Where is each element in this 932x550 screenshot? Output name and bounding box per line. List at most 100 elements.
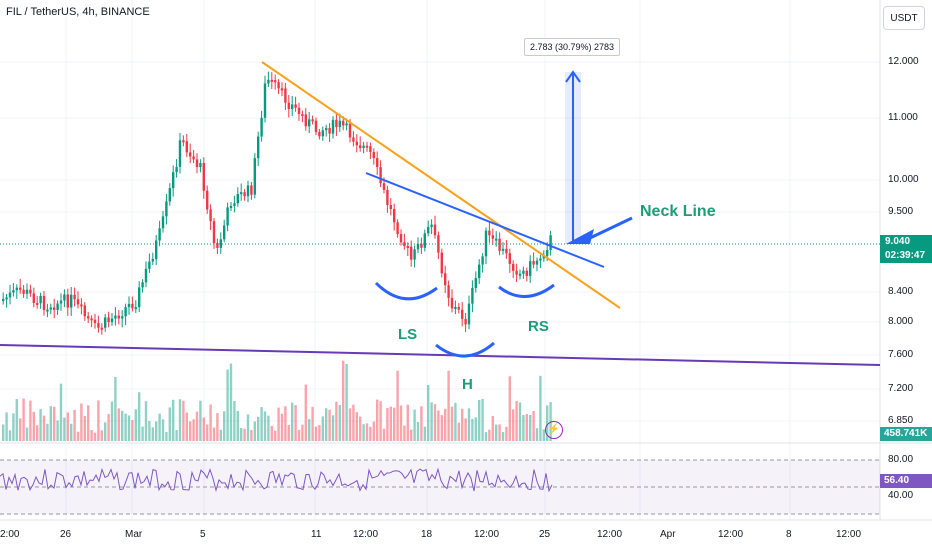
time-label: Mar bbox=[125, 529, 143, 540]
time-label: 12:00 bbox=[836, 529, 862, 540]
price-label: 9.500 bbox=[888, 206, 914, 217]
candle-body bbox=[219, 239, 222, 248]
time-label: 5 bbox=[200, 529, 206, 540]
candle-body bbox=[110, 318, 114, 323]
volume-bars bbox=[2, 360, 552, 441]
volume-bar bbox=[291, 402, 294, 441]
candle-body bbox=[297, 107, 301, 115]
candle-body bbox=[525, 270, 528, 276]
candle-body bbox=[141, 282, 144, 288]
candle-body bbox=[471, 288, 474, 304]
head-label: H bbox=[462, 376, 473, 393]
candle-body bbox=[182, 140, 185, 143]
rsi-label: 80.00 bbox=[888, 454, 914, 465]
candle-body bbox=[461, 309, 464, 319]
candle-body bbox=[348, 123, 352, 138]
volume-bar bbox=[403, 425, 406, 441]
candle-body bbox=[413, 249, 416, 260]
volume-bar bbox=[39, 409, 42, 441]
candle-body bbox=[304, 114, 307, 127]
candle-body bbox=[36, 302, 39, 305]
candle-body bbox=[161, 216, 165, 229]
candle-body bbox=[216, 243, 219, 248]
volume-bar bbox=[257, 416, 260, 441]
price-label: 8.000 bbox=[888, 316, 914, 327]
rsi-tag: 56.40 bbox=[880, 474, 932, 488]
volume-bar bbox=[512, 409, 515, 441]
volume-bar bbox=[270, 425, 273, 441]
candles bbox=[2, 71, 552, 335]
volume-bar bbox=[53, 406, 56, 441]
candle-body bbox=[372, 151, 375, 159]
volume-bar bbox=[471, 418, 474, 441]
time-label: 25 bbox=[539, 529, 551, 540]
candle-body bbox=[267, 79, 270, 84]
volume-bar bbox=[314, 426, 318, 441]
candle-body bbox=[467, 303, 471, 325]
candle-body bbox=[114, 315, 117, 319]
time-label: 12:00 bbox=[597, 529, 623, 540]
volume-bar bbox=[25, 427, 29, 441]
candle-body bbox=[532, 261, 535, 265]
candle-body bbox=[260, 117, 263, 137]
time-label: 8 bbox=[786, 529, 792, 540]
candle-body bbox=[450, 297, 454, 309]
volume-bar bbox=[148, 420, 151, 441]
volume-bar bbox=[399, 405, 403, 441]
candle-body bbox=[433, 224, 437, 236]
volume-bar bbox=[226, 369, 229, 441]
candle-body bbox=[70, 294, 73, 308]
candle-body bbox=[189, 152, 192, 157]
candle-body bbox=[325, 127, 328, 131]
candle-body bbox=[396, 222, 399, 235]
candle-body bbox=[175, 166, 178, 173]
volume-bar bbox=[525, 414, 528, 441]
candle-body bbox=[274, 80, 277, 83]
price-label: 12.000 bbox=[888, 56, 919, 67]
lightning-icon[interactable]: ⚡ bbox=[545, 421, 563, 439]
time-label: Apr bbox=[660, 529, 676, 540]
candle-body bbox=[549, 235, 552, 251]
candle-body bbox=[342, 120, 345, 126]
candle-body bbox=[53, 307, 56, 310]
candle-body bbox=[406, 245, 409, 248]
candle-body bbox=[49, 307, 52, 310]
volume-bar bbox=[46, 423, 49, 441]
volume-bar bbox=[369, 426, 372, 441]
candle-body bbox=[206, 190, 209, 210]
volume-bar bbox=[212, 427, 216, 441]
volume-bar bbox=[206, 424, 209, 441]
currency-button[interactable]: USDT bbox=[883, 6, 925, 30]
candle-body bbox=[100, 327, 103, 330]
volume-bar bbox=[444, 408, 447, 441]
volume-bar bbox=[491, 415, 494, 441]
candle-body bbox=[430, 224, 433, 228]
candle-body bbox=[331, 119, 335, 134]
volume-bar bbox=[185, 412, 188, 441]
volume-bar bbox=[168, 407, 171, 441]
volume-bar bbox=[209, 404, 212, 441]
volume-bar bbox=[440, 415, 443, 441]
volume-bar bbox=[488, 429, 491, 441]
candle-body bbox=[498, 238, 501, 251]
candle-body bbox=[8, 292, 12, 298]
volume-bar bbox=[274, 430, 277, 441]
candle-body bbox=[83, 305, 86, 317]
volume-bar bbox=[410, 429, 413, 441]
volume-bar bbox=[437, 410, 440, 441]
price-label: 6.850 bbox=[888, 415, 914, 426]
volume-bar bbox=[522, 415, 525, 441]
candle-body bbox=[457, 307, 460, 310]
candle-body bbox=[280, 88, 284, 91]
volume-bar bbox=[331, 415, 335, 441]
candle-body bbox=[535, 260, 539, 265]
ls-label: LS bbox=[398, 326, 418, 343]
candle-body bbox=[80, 304, 83, 307]
volume-bar bbox=[464, 418, 467, 441]
volume-bar bbox=[430, 402, 433, 441]
volume-bar bbox=[478, 399, 481, 441]
volume-bar bbox=[345, 363, 348, 441]
volume-bar bbox=[158, 413, 161, 441]
time-label: 18 bbox=[421, 529, 433, 540]
